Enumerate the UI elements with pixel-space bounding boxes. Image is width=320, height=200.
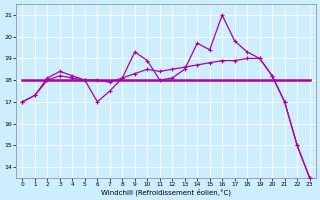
X-axis label: Windchill (Refroidissement éolien,°C): Windchill (Refroidissement éolien,°C) (101, 188, 231, 196)
